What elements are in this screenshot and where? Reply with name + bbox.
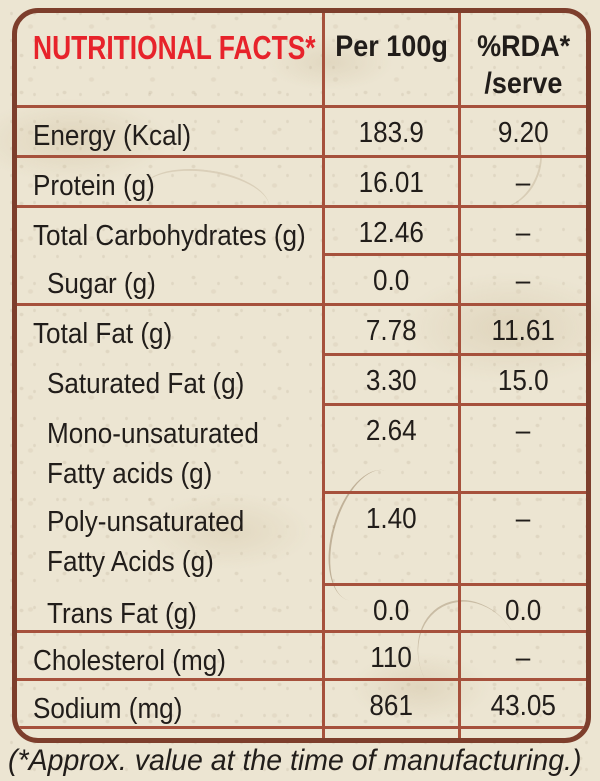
rda-value: – [516,503,531,535]
bottom-spacer-row [17,729,586,738]
footnote: (*Approx. value at the time of manufactu… [8,744,600,778]
per-100g-value: 0.0 [373,595,410,627]
footnote-text: (*Approx. value at the time of manufactu… [8,744,582,777]
per-100g-value: 1.40 [366,503,417,535]
nutrient-label-line2: Fatty Acids (g) [47,546,214,578]
nutrient-label-line1: Poly-unsaturated [47,506,245,538]
header-row: NUTRITIONAL FACTS* Per 100g %RDA* /serve [17,13,586,108]
rda-value: – [516,642,531,674]
column-header-per-100g: Per 100g [322,13,458,105]
table-title-cell: NUTRITIONAL FACTS* [17,13,322,105]
nutrient-label: Total Fat (g) [33,318,173,350]
nutrient-label-line2: Fatty acids (g) [47,458,213,490]
rda-value: 15.0 [498,365,549,397]
nutrient-label: Protein (g) [33,170,155,202]
rda-value: – [516,217,531,249]
per-100g-value: 7.78 [366,315,417,347]
row-saturated-fat: Saturated Fat (g) 3.30 15.0 [17,356,586,406]
row-total-fat: Total Fat (g) 7.78 11.61 [17,306,586,356]
nutrient-label-line1: Mono-unsaturated [47,418,259,450]
row-mono-unsaturated-fatty-acids: Mono-unsaturated Fatty acids (g) 2.64 – [17,406,586,494]
row-cholesterol: Cholesterol (mg) 110 – [17,633,586,681]
per-100g-value: 861 [369,690,414,722]
per-100g-value: 16.01 [358,167,425,199]
rda-value: – [516,415,531,447]
nutrient-label: Trans Fat (g) [47,598,197,630]
nutrient-label: Sodium (mg) [33,693,183,725]
rda-value: 0.0 [505,595,542,627]
rda-label-line1: %RDA* [476,30,571,63]
per-100g-value: 0.0 [373,265,410,297]
per-100g-label: Per 100g [335,30,448,63]
rda-label-line2: /serve [484,67,563,100]
row-sodium: Sodium (mg) 861 43.05 [17,681,586,729]
rda-value: 11.61 [491,315,556,347]
rda-value: – [516,265,531,297]
rda-value: – [516,167,531,199]
rda-value: 9.20 [498,117,549,149]
column-header-rda: %RDA* /serve [458,13,586,105]
nutrient-label: Energy (Kcal) [33,120,192,152]
table-title: NUTRITIONAL FACTS* [33,29,316,66]
row-protein: Protein (g) 16.01 – [17,158,586,208]
rda-value: 43.05 [490,690,557,722]
per-100g-value: 3.30 [366,365,417,397]
nutrient-label: Saturated Fat (g) [47,368,245,400]
nutrition-facts-table: NUTRITIONAL FACTS* Per 100g %RDA* /serve… [12,8,591,743]
row-poly-unsaturated-fatty-acids: Poly-unsaturated Fatty Acids (g) 1.40 – [17,494,586,586]
per-100g-value: 2.64 [366,415,417,447]
per-100g-value: 183.9 [358,117,425,149]
row-trans-fat: Trans Fat (g) 0.0 0.0 [17,586,586,633]
row-energy: Energy (Kcal) 183.9 9.20 [17,108,586,158]
per-100g-value: 12.46 [358,217,425,249]
per-100g-value: 110 [370,642,413,674]
nutrient-label: Total Carbohydrates (g) [33,220,306,252]
row-total-carbohydrates: Total Carbohydrates (g) 12.46 – [17,208,586,256]
nutrient-label: Cholesterol (mg) [33,645,226,677]
nutrient-label: Sugar (g) [47,268,156,300]
row-sugar: Sugar (g) 0.0 – [17,256,586,306]
